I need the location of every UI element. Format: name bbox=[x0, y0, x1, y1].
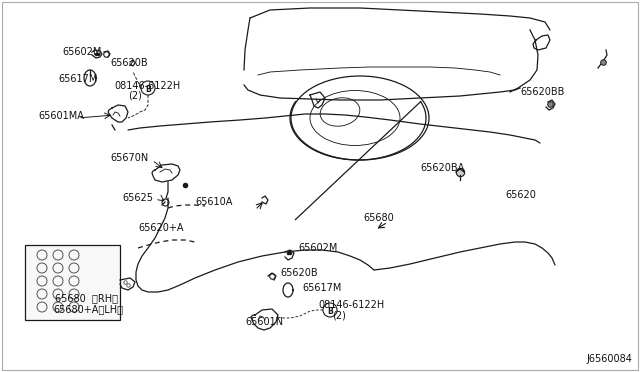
Text: 65620BB: 65620BB bbox=[520, 87, 564, 97]
Text: 65610A: 65610A bbox=[195, 197, 232, 207]
Text: B: B bbox=[145, 84, 151, 93]
Text: 65680: 65680 bbox=[363, 213, 394, 223]
Text: 08146-6122H: 08146-6122H bbox=[114, 81, 180, 91]
Text: J6560084: J6560084 bbox=[586, 354, 632, 364]
Text: 65620BA: 65620BA bbox=[420, 163, 464, 173]
Text: 65602M: 65602M bbox=[298, 243, 337, 253]
Text: 08146-6122H: 08146-6122H bbox=[318, 300, 384, 310]
Text: B: B bbox=[327, 307, 333, 315]
Text: 65601N: 65601N bbox=[245, 317, 283, 327]
Text: 65625: 65625 bbox=[122, 193, 153, 203]
Text: 65602M: 65602M bbox=[62, 47, 101, 57]
Text: (2): (2) bbox=[332, 311, 346, 321]
Text: 65620B: 65620B bbox=[280, 268, 317, 278]
Text: 65680+A〈LH〉: 65680+A〈LH〉 bbox=[53, 304, 123, 314]
Text: 65617M: 65617M bbox=[302, 283, 341, 293]
Text: 65620B: 65620B bbox=[110, 58, 148, 68]
Text: 65670N: 65670N bbox=[110, 153, 148, 163]
Text: 65620+A: 65620+A bbox=[138, 223, 184, 233]
Text: 65620: 65620 bbox=[505, 190, 536, 200]
FancyBboxPatch shape bbox=[25, 245, 120, 320]
Text: 65680  〈RH〉: 65680 〈RH〉 bbox=[55, 293, 118, 303]
Text: 65617M: 65617M bbox=[58, 74, 97, 84]
Text: 65601MA: 65601MA bbox=[38, 111, 84, 121]
Text: (2): (2) bbox=[128, 91, 142, 101]
